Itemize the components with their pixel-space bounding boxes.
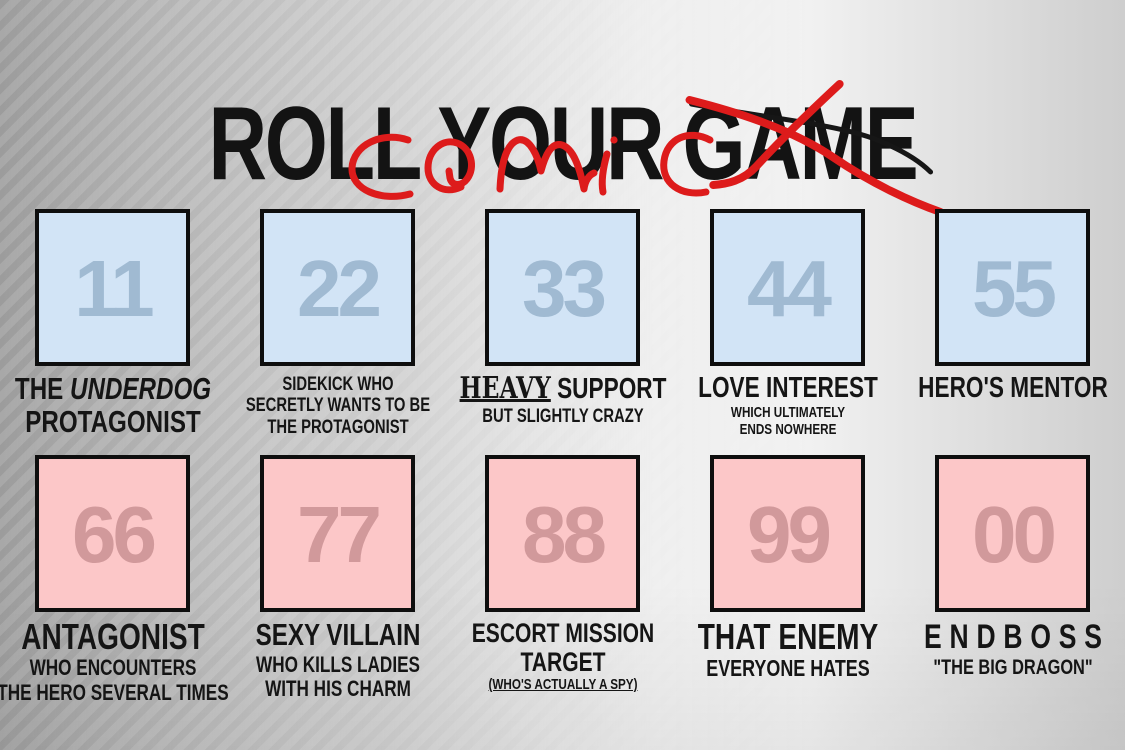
card-66: 66 ANTAGONIST WHO ENCOUNTERS THE HERO SE…: [0, 455, 228, 705]
card-44-number: 44: [747, 243, 832, 333]
card-99-subtitle: EVERYONE HATES: [705, 655, 870, 681]
card-66-label: ANTAGONIST WHO ENCOUNTERS THE HERO SEVER…: [0, 619, 230, 705]
card-77-box: 77: [260, 455, 415, 612]
card-00-label: ENDBOSS "THE BIG DRAGON": [896, 619, 1125, 680]
card-99-box: 99: [710, 455, 865, 612]
card-55-number: 55: [972, 243, 1057, 333]
card-77: 77 SEXY VILLAIN WHO KILLS LADIES WITH HI…: [225, 455, 450, 705]
card-55-box: 55: [935, 209, 1090, 366]
card-33-box: 33: [485, 209, 640, 366]
card-44-subtitle: WHICH ULTIMATELY ENDS NOWHERE: [730, 403, 845, 438]
card-55-label: HERO'S MENTOR: [896, 373, 1125, 404]
handwritten-comic-word: [348, 131, 714, 200]
card-11-title-prefix: THE: [14, 371, 70, 406]
card-22-number: 22: [297, 243, 382, 333]
card-77-title: SEXY VILLAIN: [255, 617, 420, 652]
card-33-number: 33: [522, 243, 607, 333]
comic-letter-m: [496, 136, 598, 193]
card-44: 44 LOVE INTEREST WHICH ULTIMATELY ENDS N…: [675, 209, 900, 439]
comic-letter-i-stem: [598, 150, 611, 196]
card-33: 33 HEAVY SUPPORT BUT SLIGHTLY CRAZY: [450, 209, 675, 439]
card-33-subtitle: BUT SLIGHTLY CRAZY: [481, 405, 644, 427]
card-11-title-italic: UNDERDOG: [69, 371, 211, 406]
card-55-title: HERO'S MENTOR: [917, 372, 1108, 404]
card-22-label: SIDEKICK WHO SECRETLY WANTS TO BE THE PR…: [221, 373, 455, 438]
card-77-number: 77: [297, 489, 382, 579]
card-44-title: LOVE INTEREST: [697, 372, 878, 404]
comic-letter-c2: [660, 131, 714, 197]
comic-letter-c1: [348, 133, 414, 200]
card-88-box: 88: [485, 455, 640, 612]
card-55: 55 HERO'S MENTOR: [900, 209, 1125, 439]
card-66-box: 66: [35, 455, 190, 612]
card-88: 88 ESCORT MISSION TARGET (WHO'S ACTUALLY…: [450, 455, 675, 705]
card-77-label: SEXY VILLAIN WHO KILLS LADIES WITH HIS C…: [221, 617, 455, 702]
card-88-label: ESCORT MISSION TARGET (WHO'S ACTUALLY A …: [446, 619, 680, 694]
card-99-title: THAT ENEMY: [697, 616, 878, 657]
card-33-title-serif: HEAVY: [459, 371, 551, 406]
card-88-title: ESCORT MISSION TARGET: [471, 618, 654, 677]
card-00-number: 00: [972, 489, 1057, 579]
comic-letter-o: [424, 138, 475, 194]
card-88-number: 88: [522, 489, 607, 579]
comic-letter-i-dot: [610, 136, 618, 144]
card-11-number: 11: [74, 243, 155, 333]
card-22-subtitle: SIDEKICK WHO SECRETLY WANTS TO BE THE PR…: [245, 374, 430, 438]
card-11: 11 THE UNDERDOG PROTAGONIST: [0, 209, 225, 439]
card-11-label: THE UNDERDOG PROTAGONIST: [0, 371, 230, 439]
card-11-title-line2: PROTAGONIST: [24, 403, 201, 439]
card-44-label: LOVE INTEREST WHICH ULTIMATELY ENDS NOWH…: [671, 373, 905, 438]
card-66-subtitle: WHO ENCOUNTERS THE HERO SEVERAL TIMES: [0, 655, 229, 705]
card-22-box: 22: [260, 209, 415, 366]
card-00-box: 00: [935, 455, 1090, 612]
card-44-box: 44: [710, 209, 865, 366]
card-99-number: 99: [747, 489, 832, 579]
card-88-subtitle: (WHO'S ACTUALLY A SPY): [487, 676, 638, 694]
card-33-title-rest: SUPPORT: [550, 373, 666, 405]
card-00-subtitle: "THE BIG DRAGON": [932, 656, 1093, 680]
card-00: 00 ENDBOSS "THE BIG DRAGON": [900, 455, 1125, 705]
card-77-subtitle: WHO KILLS LADIES WITH HIS CHARM: [255, 651, 420, 702]
card-11-box: 11: [35, 209, 190, 366]
card-66-title: ANTAGONIST: [20, 616, 205, 657]
card-22: 22 SIDEKICK WHO SECRETLY WANTS TO BE THE…: [225, 209, 450, 439]
card-99: 99 THAT ENEMY EVERYONE HATES: [675, 455, 900, 705]
card-00-title: ENDBOSS: [923, 618, 1110, 656]
title-main-text: ROLL YOUR: [208, 85, 683, 202]
card-33-label: HEAVY SUPPORT BUT SLIGHTLY CRAZY: [446, 373, 680, 427]
card-99-label: THAT ENEMY EVERYONE HATES: [671, 619, 905, 682]
card-66-number: 66: [72, 489, 157, 579]
card-row-blue: 11 THE UNDERDOG PROTAGONIST 22 SIDEKICK …: [0, 209, 1125, 439]
card-row-pink: 66 ANTAGONIST WHO ENCOUNTERS THE HERO SE…: [0, 455, 1125, 705]
